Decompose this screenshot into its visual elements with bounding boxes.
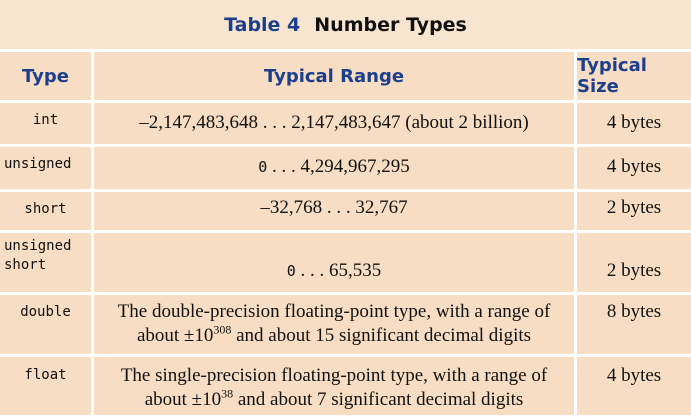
column-divider <box>91 52 94 415</box>
size-cell: 4 bytes <box>606 112 662 133</box>
range-line: about ±1038 and about 7 significant deci… <box>94 388 574 412</box>
range-rest: . . . 4,294,967,295 <box>272 156 410 177</box>
range-rest: . . . 65,535 <box>300 260 382 281</box>
type-cell: unsigned <box>4 156 72 172</box>
table-number: Table 4 <box>224 13 301 36</box>
range-start: 0 <box>258 158 268 176</box>
range-cell: –2,147,483,648 . . . 2,147,483,647 (abou… <box>139 112 529 133</box>
size-cell: 4 bytes <box>606 365 662 386</box>
range-text: about ±10 <box>144 389 222 410</box>
table-caption: Table 4 Number Types <box>0 0 691 52</box>
type-cell: int <box>32 112 59 128</box>
range-cell: –32,768 . . . 32,767 <box>260 197 408 218</box>
range-start: 0 <box>286 262 296 280</box>
exponent: 38 <box>221 386 234 401</box>
header-size: Typical Size <box>577 55 647 97</box>
type-cell: unsigned short <box>4 238 72 273</box>
range-cell: 0 . . . 65,535 <box>94 233 574 283</box>
range-text: about ±10 <box>136 325 214 346</box>
type-cell: double <box>20 304 71 320</box>
size-cell: 2 bytes <box>606 197 662 218</box>
range-line: The double-precision floating-point type… <box>117 301 551 322</box>
table-row: unsigned 0 . . . 4,294,967,295 4 bytes <box>0 147 691 192</box>
header-range: Typical Range <box>263 65 405 87</box>
header-type: Type <box>22 65 69 87</box>
type-cell: short <box>24 201 67 217</box>
range-cell: The single-precision floating-point type… <box>94 357 574 412</box>
size-cell: 2 bytes <box>606 260 662 281</box>
header-row: Type Typical Range Typical Size <box>0 52 691 103</box>
table-title: Number Types <box>314 13 467 36</box>
range-text: and about 7 significant decimal digits <box>233 389 524 410</box>
table-row: unsigned short 0 . . . 65,535 2 bytes <box>0 233 691 295</box>
exponent: 308 <box>213 322 232 337</box>
column-divider <box>574 52 577 415</box>
table-row: int –2,147,483,648 . . . 2,147,483,647 (… <box>0 103 691 147</box>
table-row: float The single-precision floating-poin… <box>0 357 691 418</box>
table-row: double The double-precision floating-poi… <box>0 295 691 357</box>
size-cell: 4 bytes <box>606 156 662 177</box>
table-row: short –32,768 . . . 32,767 2 bytes <box>0 192 691 233</box>
range-cell: The double-precision floating-point type… <box>94 295 574 348</box>
range-line: about ±10308 and about 15 significant de… <box>94 324 574 348</box>
range-line: The single-precision floating-point type… <box>120 365 548 386</box>
size-cell: 8 bytes <box>606 301 662 322</box>
range-text: and about 15 significant decimal digits <box>231 325 532 346</box>
type-cell: float <box>24 367 67 383</box>
range-cell: 0 . . . 4,294,967,295 <box>94 147 574 179</box>
